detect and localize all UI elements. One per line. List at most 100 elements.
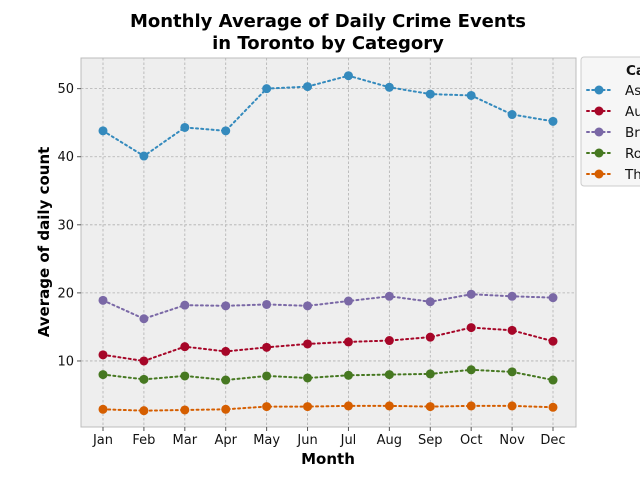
x-tick-label: Jul [340,433,357,448]
series-line [102,74,554,158]
x-tick-label: Sep [418,433,443,448]
data-point [262,299,272,309]
series-br [98,289,558,324]
legend-marker [594,106,604,116]
x-tick-label: Feb [132,433,155,448]
data-point [343,71,353,81]
data-point [548,293,558,303]
data-point [180,122,190,132]
data-point [507,110,517,120]
series-ro [98,365,558,385]
x-tick-label: Jan [92,433,113,448]
data-point [384,82,394,92]
series-au [98,323,558,366]
data-point [425,89,435,99]
data-point [507,401,517,411]
x-axis-ticks: Jan Feb Mar Apr May Jun Jul Aug Sep Oct Nov Dec [92,427,566,448]
data-point [303,402,313,412]
series-line [102,368,554,382]
data-point [507,367,517,377]
data-point [221,126,231,136]
x-tick-label: Nov [499,433,525,448]
data-point [139,406,149,416]
series-line [102,326,554,362]
chart-title-line-1: Monthly Average of Daily Crime Events [130,11,526,32]
legend: Ca As Au Br Ro Th [580,56,640,187]
x-tick-label: Oct [460,433,482,448]
y-tick-label: 40 [57,150,74,165]
data-point [262,402,272,412]
x-tick-label: Jun [296,433,317,448]
legend-marker [594,169,604,179]
data-point [98,126,108,136]
data-point [262,342,272,352]
data-point [466,401,476,411]
data-point [384,336,394,346]
data-point [221,375,231,385]
x-tick-label: Mar [173,433,198,448]
series-group [98,71,558,416]
x-tick-label: Aug [377,433,402,448]
x-tick-label: Apr [214,433,237,448]
data-point [548,336,558,346]
legend-label: Br [625,125,640,141]
data-point [384,370,394,380]
data-point [425,297,435,307]
data-point [139,356,149,366]
y-tick-label: 30 [57,218,74,233]
data-point [384,401,394,411]
data-point [98,295,108,305]
data-point [98,370,108,380]
data-point [139,314,149,324]
data-point [548,402,558,412]
legend-label: As [625,83,640,99]
data-point [548,116,558,126]
y-axis-label: Average of daily count [35,147,53,338]
data-point [425,369,435,379]
legend-marker [594,127,604,137]
data-point [303,82,313,92]
data-point [180,371,190,381]
x-tick-label: May [253,433,280,448]
legend-marker [594,85,604,95]
data-point [466,323,476,333]
legend-label: Au [625,104,640,120]
data-point [343,296,353,306]
data-point [139,374,149,384]
series-th [98,401,558,416]
series-line [102,293,554,320]
data-point [466,365,476,375]
data-point [303,373,313,383]
data-point [221,404,231,414]
data-point [262,371,272,381]
x-tick-label: Dec [540,433,565,448]
x-axis-label: Month [301,450,355,468]
data-point [221,301,231,311]
data-point [425,332,435,342]
data-point [548,375,558,385]
data-point [262,84,272,94]
legend-title: Ca [626,63,640,79]
data-point [507,291,517,301]
y-tick-label: 50 [57,82,74,97]
data-point [343,401,353,411]
data-point [303,301,313,311]
series-line [102,404,554,412]
y-tick-label: 20 [57,286,74,301]
legend-marker [594,148,604,158]
data-point [343,337,353,347]
data-point [221,346,231,356]
data-point [303,339,313,349]
data-point [180,300,190,310]
y-axis-ticks: 10 20 30 40 50 [57,82,81,369]
legend-label: Ro [625,146,640,162]
data-point [466,289,476,299]
legend-label: Th [624,167,640,183]
data-point [507,325,517,335]
plot-area [80,57,577,428]
series-as [98,71,558,161]
data-point [98,404,108,414]
data-point [466,90,476,100]
data-point [384,291,394,301]
